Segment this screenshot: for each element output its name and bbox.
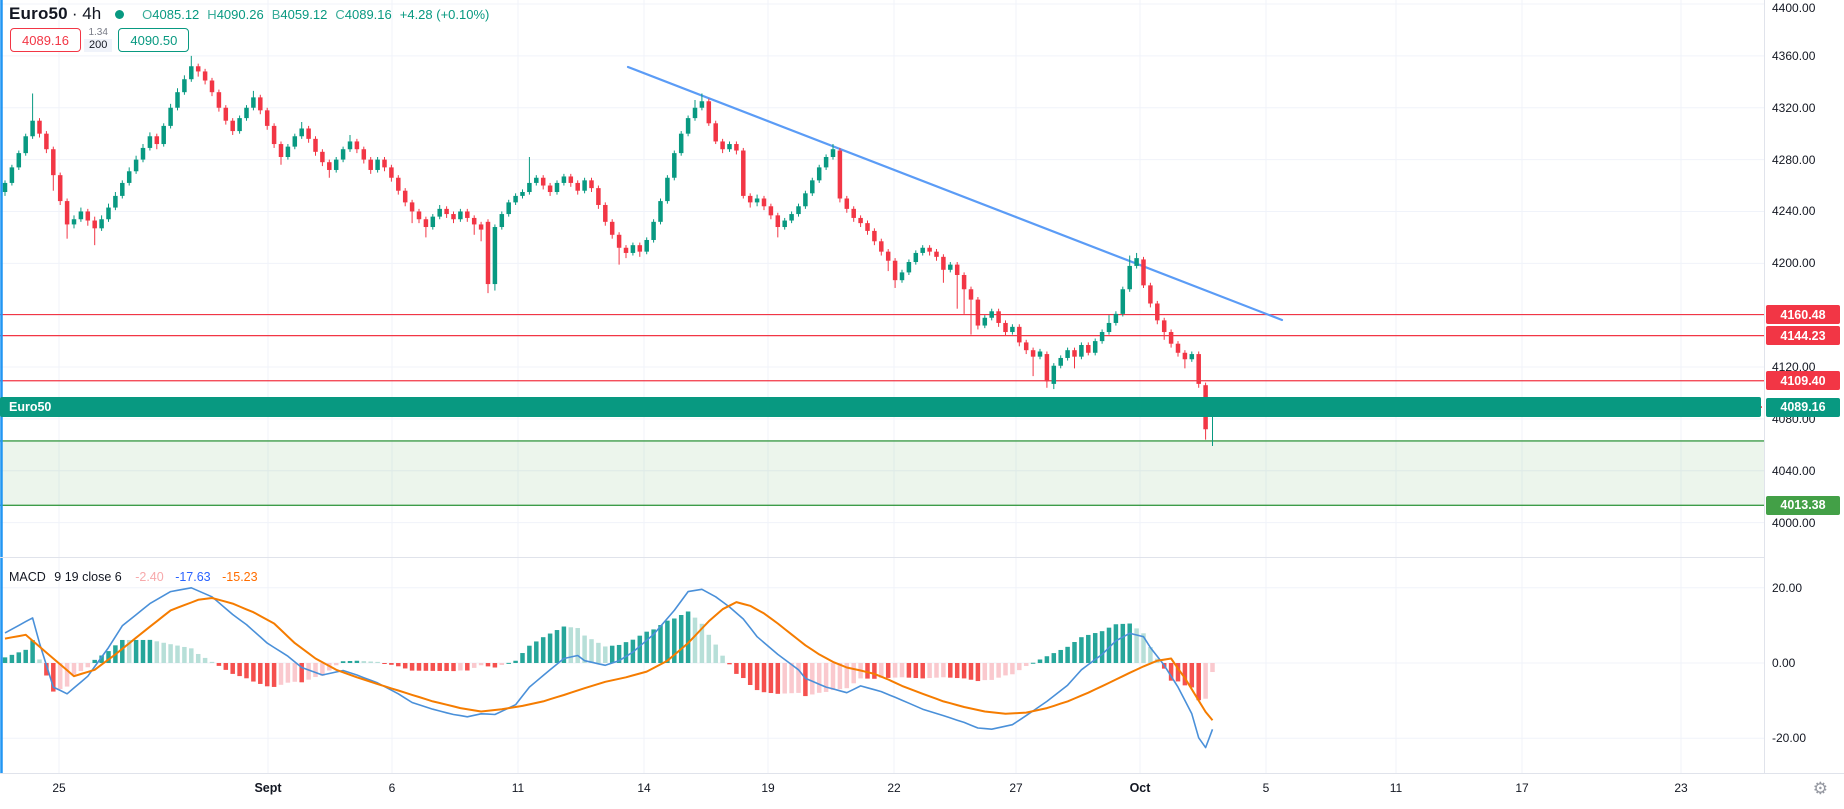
macd-line-value: -17.63	[175, 570, 211, 584]
pane-divider[interactable]	[0, 557, 1844, 558]
time-tick-label: 19	[761, 781, 775, 795]
time-tick-label: 11	[1389, 781, 1403, 795]
time-tick-label: 23	[1674, 781, 1688, 795]
ohlc-open: O4085.12	[142, 6, 200, 22]
price-level-badge: 4013.38	[1766, 495, 1840, 515]
macd-tick-label: 0.00	[1772, 656, 1796, 670]
price-tick-label: 4000.00	[1772, 515, 1816, 530]
time-tick-label: 14	[637, 781, 651, 795]
ohlc-low: B4059.12	[271, 6, 328, 22]
price-tick-label: 4120.00	[1772, 360, 1816, 375]
symbol-name[interactable]: Euro50	[9, 4, 68, 23]
sell-button[interactable]: 4089.16	[10, 28, 81, 53]
macd-tick-label: 20.00	[1772, 580, 1803, 595]
time-axis[interactable]: ⚙ 25 Sept 6 11 14 19 22 27 Oct 5 11 17 23	[0, 773, 1844, 809]
price-tick-label: 4320.00	[1772, 100, 1816, 115]
macd-params: 9 19 close 6	[54, 570, 122, 584]
macd-indicator-legend[interactable]: MACD 9 19 close 6 -2.40 -17.63 -15.23	[9, 570, 258, 584]
ohlc-close: C4089.16	[335, 6, 392, 22]
price-level-badge: 4109.40	[1766, 371, 1840, 391]
time-tick-label: 6	[388, 781, 396, 795]
market-status-icon[interactable]	[115, 9, 125, 19]
symbol-header: Euro50 · 4h O4085.12 H4090.26 B4059.12 C…	[9, 3, 489, 25]
price-tick-label: 4240.00	[1772, 204, 1816, 219]
time-tick-label: Oct	[1129, 781, 1151, 795]
lot-value: 200	[84, 38, 113, 53]
price-tick-label: 4200.00	[1772, 256, 1816, 271]
macd-chart-canvas[interactable]	[0, 557, 1764, 773]
macd-hist-value: -2.40	[135, 570, 164, 584]
time-tick-label: 27	[1009, 781, 1023, 795]
ohlc-high: H4090.26	[207, 6, 264, 22]
price-level-badge: 4160.48	[1766, 305, 1840, 325]
time-tick-label: 5	[1262, 781, 1270, 795]
time-tick-label: 25	[52, 781, 66, 795]
interval-label[interactable]: · 4h	[71, 4, 102, 23]
quote-panel: 4089.16 1.34 200 4090.50	[10, 27, 190, 53]
price-tick-label: 4280.00	[1772, 152, 1816, 167]
current-price-symbol-tag: Euro50	[0, 397, 1761, 418]
time-tick-label: 22	[887, 781, 901, 795]
time-tick-label: 17	[1515, 781, 1529, 795]
time-tick-label: 11	[511, 781, 525, 795]
price-chart-canvas[interactable]	[0, 0, 1764, 557]
price-tick-label: 4360.00	[1772, 48, 1816, 63]
macd-name: MACD	[9, 570, 46, 584]
price-level-badge: 4144.23	[1766, 326, 1840, 346]
buy-button[interactable]: 4090.50	[118, 28, 190, 53]
price-tick-label: 4040.00	[1772, 463, 1816, 478]
price-tick-label: 4400.00	[1772, 1, 1816, 15]
price-axis-divider	[1764, 0, 1765, 773]
macd-signal-value: -15.23	[222, 570, 258, 584]
price-level-badge: 4089.16	[1766, 397, 1840, 417]
spread-indicator: 1.34 200	[84, 27, 113, 53]
price-change: +4.28 (+0.10%)	[399, 6, 490, 22]
settings-gear-icon[interactable]: ⚙	[1812, 779, 1828, 798]
spread-value: 1.34	[85, 27, 111, 39]
macd-tick-label: -20.00	[1772, 731, 1807, 746]
price-axis[interactable]: 4400.00 4360.00 4320.00 4280.00 4240.00 4200.…	[1765, 0, 1844, 773]
time-tick-label: Sept	[254, 781, 282, 795]
